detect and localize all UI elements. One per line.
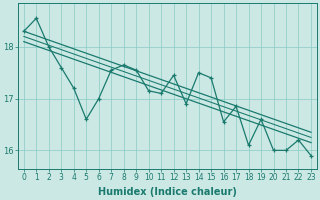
- X-axis label: Humidex (Indice chaleur): Humidex (Indice chaleur): [98, 187, 237, 197]
